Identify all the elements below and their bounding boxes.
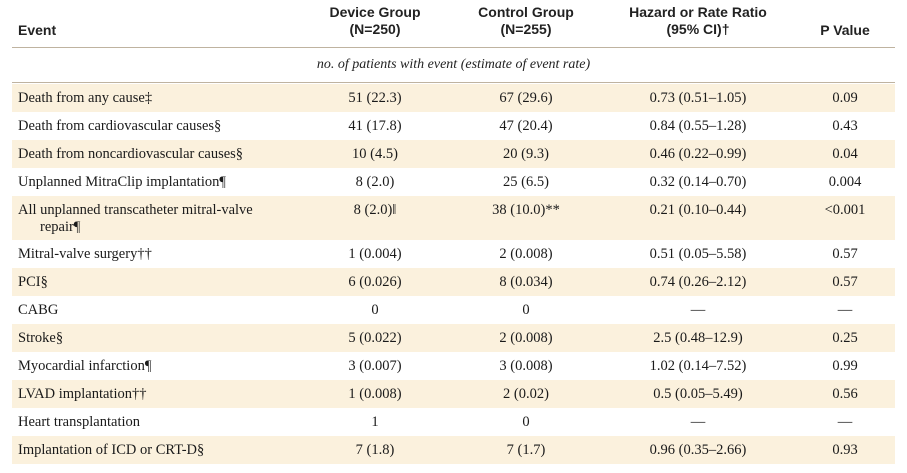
event-cell: Death from noncardiovascular causes§: [18, 146, 244, 162]
table-body: Death from any cause‡ 51 (22.3) 67 (29.6…: [12, 84, 895, 464]
header-divider: [12, 47, 895, 48]
ratio-cell: 0.74 (0.26–2.12): [649, 274, 747, 290]
p-value-cell: 0.09: [832, 90, 858, 106]
subheader-divider: [12, 82, 895, 83]
table-row: Myocardial infarction¶ 3 (0.007) 3 (0.00…: [12, 352, 895, 380]
ratio-cell: 1.02 (0.14–7.52): [649, 358, 747, 374]
table-row: Death from any cause‡ 51 (22.3) 67 (29.6…: [12, 84, 895, 112]
device-cell: 41 (17.8): [348, 118, 402, 134]
header-device-group: Device Group (N=250): [318, 4, 432, 38]
event-cell: LVAD implantation††: [18, 386, 147, 402]
header-event: Event: [18, 22, 56, 39]
event-cell: Heart transplantation: [18, 414, 140, 430]
p-value-cell: 0.04: [832, 146, 858, 162]
event-cell: Death from any cause‡: [18, 90, 153, 106]
header-p-label: P Value: [820, 22, 870, 38]
table-row: Death from noncardiovascular causes§ 10 …: [12, 140, 895, 168]
event-cell: CABG: [18, 302, 59, 318]
ratio-cell: 0.51 (0.05–5.58): [649, 246, 747, 262]
control-cell: 25 (6.5): [503, 174, 549, 190]
header-hazard-ratio: Hazard or Rate Ratio (95% CI)†: [616, 4, 780, 38]
event-cell: Mitral-valve surgery††: [18, 246, 152, 262]
control-cell: 20 (9.3): [503, 146, 549, 162]
control-cell: 2 (0.008): [499, 330, 553, 346]
device-cell: 7 (1.8): [355, 442, 395, 458]
ratio-cell: —: [690, 414, 706, 430]
device-cell: 8 (2.0): [355, 174, 395, 190]
control-cell: 3 (0.008): [499, 358, 553, 374]
control-cell: 47 (20.4): [499, 118, 553, 134]
event-cell: Death from cardiovascular causes§: [18, 118, 222, 134]
device-cell: 51 (22.3): [348, 90, 402, 106]
p-value-cell: 0.43: [832, 118, 858, 134]
device-cell: 0: [371, 302, 379, 318]
device-cell: 5 (0.022): [348, 330, 402, 346]
device-cell: 1: [371, 414, 379, 430]
control-cell: 0: [522, 414, 530, 430]
table-row: Stroke§ 5 (0.022) 2 (0.008) 2.5 (0.48–12…: [12, 324, 895, 352]
event-cell: Implantation of ICD or CRT-D§: [18, 442, 205, 458]
control-cell: 7 (1.7): [506, 442, 546, 458]
event-cell: Unplanned MitraClip implantation¶: [18, 174, 226, 190]
p-value-cell: 0.99: [832, 358, 858, 374]
p-value-cell: —: [837, 414, 853, 430]
table-row: All unplanned transcatheter mitral-valve…: [12, 196, 895, 240]
control-cell: 2 (0.008): [499, 246, 553, 262]
table-row: LVAD implantation†† 1 (0.008) 2 (0.02) 0…: [12, 380, 895, 408]
ratio-cell: 0.84 (0.55–1.28): [649, 118, 747, 134]
ratio-cell: 0.32 (0.14–0.70): [649, 174, 747, 190]
ratio-cell: 0.73 (0.51–1.05): [649, 90, 747, 106]
ratio-cell: 0.5 (0.05–5.49): [653, 386, 743, 402]
p-value-cell: 0.93: [832, 442, 858, 458]
header-hazard-label: Hazard or Rate Ratio: [629, 4, 767, 20]
device-cell: 1 (0.004): [348, 246, 402, 262]
header-event-label: Event: [18, 22, 57, 38]
ratio-cell: 0.96 (0.35–2.66): [649, 442, 747, 458]
p-value-cell: 0.25: [832, 330, 858, 346]
table-row: Heart transplantation 1 0 — —: [12, 408, 895, 436]
ratio-cell: 2.5 (0.48–12.9): [653, 330, 743, 346]
control-cell: 67 (29.6): [499, 90, 553, 106]
p-value-cell: 0.004: [828, 174, 862, 190]
p-value-cell: 0.57: [832, 274, 858, 290]
header-hazard-ci: (95% CI)†: [666, 21, 730, 37]
p-value-cell: —: [837, 302, 853, 318]
ratio-cell: 0.46 (0.22–0.99): [649, 146, 747, 162]
header-device-n: (N=250): [349, 21, 401, 37]
control-cell: 0: [522, 302, 530, 318]
device-cell: 6 (0.026): [348, 274, 402, 290]
ratio-cell: —: [690, 302, 706, 318]
event-cell: PCI§: [18, 274, 48, 290]
device-cell: 1 (0.008): [348, 386, 402, 402]
header-device-label: Device Group: [329, 4, 421, 20]
event-text-continued: repair¶: [40, 219, 81, 235]
device-cell: 10 (4.5): [352, 146, 398, 162]
event-text: All unplanned transcatheter mitral-valve: [18, 202, 253, 218]
device-cell: 3 (0.007): [348, 358, 402, 374]
event-cell: Stroke§: [18, 330, 64, 346]
event-cell: Myocardial infarction¶: [18, 358, 152, 374]
p-value-cell: 0.57: [832, 246, 858, 262]
table-header: Event Device Group (N=250) Control Group…: [0, 0, 907, 48]
ratio-cell: 0.21 (0.10–0.44): [649, 202, 747, 218]
device-cell: 8 (2.0)‖: [353, 202, 397, 218]
header-control-label: Control Group: [478, 4, 574, 20]
control-cell: 2 (0.02): [503, 386, 549, 402]
control-cell: 8 (0.034): [499, 274, 553, 290]
table-subheader: no. of patients with event (estimate of …: [316, 57, 591, 72]
table-row: PCI§ 6 (0.026) 8 (0.034) 0.74 (0.26–2.12…: [12, 268, 895, 296]
p-value-cell: <0.001: [824, 202, 866, 218]
header-control-n: (N=255): [500, 21, 552, 37]
table-row: Death from cardiovascular causes§ 41 (17…: [12, 112, 895, 140]
table-row: CABG 0 0 — —: [12, 296, 895, 324]
table-row: Implantation of ICD or CRT-D§ 7 (1.8) 7 …: [12, 436, 895, 464]
event-cell: All unplanned transcatheter mitral-valve…: [18, 202, 288, 236]
table-row: Unplanned MitraClip implantation¶ 8 (2.0…: [12, 168, 895, 196]
p-value-cell: 0.56: [832, 386, 858, 402]
table-row: Mitral-valve surgery†† 1 (0.004) 2 (0.00…: [12, 240, 895, 268]
control-cell: 38 (10.0)**: [492, 202, 560, 218]
header-p-value: P Value: [800, 22, 890, 39]
header-control-group: Control Group (N=255): [465, 4, 587, 38]
